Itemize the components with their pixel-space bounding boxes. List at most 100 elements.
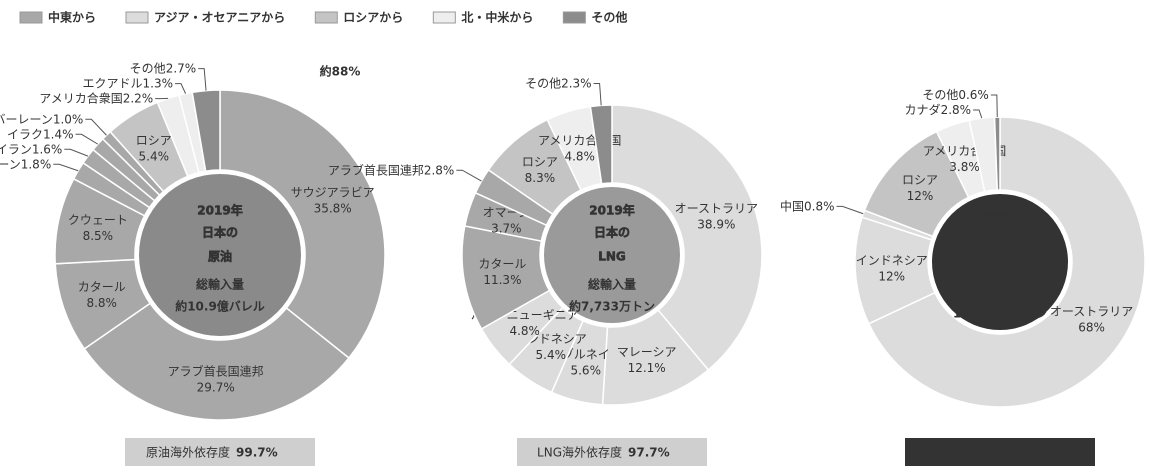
slice-name: カナダ bbox=[905, 102, 941, 117]
footer-label: LNG海外依存度 bbox=[537, 445, 622, 460]
legend-label: アジア・オセアニアから bbox=[154, 11, 285, 25]
footer-label: 原油海外依存度 bbox=[146, 445, 230, 460]
slice-value: 0.8% bbox=[804, 199, 835, 213]
center-text: 総輸入量 bbox=[196, 277, 244, 292]
slice-label: イラク1.4% bbox=[7, 127, 74, 141]
footer-value: 99.5% bbox=[1016, 446, 1058, 460]
slice-label: その他2.3% bbox=[525, 76, 592, 90]
legend-label: その他 bbox=[591, 10, 627, 25]
slice-name: カタール bbox=[478, 257, 526, 271]
slice-name: オーストラリア bbox=[1050, 305, 1133, 319]
slice-name: オーストラリア bbox=[675, 202, 758, 216]
slice-value: 12% bbox=[907, 189, 934, 203]
slice-value: 1.4% bbox=[43, 127, 74, 141]
slice-name: イラク bbox=[7, 127, 43, 141]
slice bbox=[993, 116, 1001, 191]
legend-swatch bbox=[562, 11, 586, 24]
slice-name: インドネシア bbox=[856, 253, 928, 267]
slice bbox=[191, 89, 221, 173]
slice-value: 8.5% bbox=[83, 229, 114, 243]
legend-swatch bbox=[314, 11, 338, 24]
slice bbox=[83, 302, 350, 421]
slice-value: 1.3% bbox=[143, 76, 174, 90]
slice-label: その他0.6% bbox=[922, 88, 989, 102]
slice-value: 2.3% bbox=[561, 76, 592, 90]
center-text: 日本の bbox=[982, 232, 1018, 247]
slice bbox=[589, 104, 613, 185]
footer-value: 99.7% bbox=[236, 446, 278, 460]
leader-line bbox=[836, 205, 864, 215]
center-text: 2019年 bbox=[977, 210, 1022, 225]
slice-value: 12% bbox=[878, 269, 905, 283]
leader-line bbox=[973, 109, 983, 119]
slice-name: バーレーン bbox=[0, 112, 53, 126]
slice-label: イラン1.6% bbox=[0, 142, 62, 156]
center-disc bbox=[544, 187, 680, 323]
center-text: 約10.9億バレル bbox=[175, 299, 265, 314]
slice-value: 35.8% bbox=[314, 201, 352, 215]
slice-value: 2.8% bbox=[424, 163, 455, 177]
center-text: 日本の bbox=[202, 225, 238, 240]
legend-label: ロシアから bbox=[343, 11, 403, 25]
center-text: 1億1,092万トン bbox=[953, 306, 1047, 321]
legend-swatch bbox=[19, 11, 43, 24]
slice-name: その他 bbox=[525, 76, 561, 90]
slice-value: 68% bbox=[1078, 321, 1105, 335]
slice bbox=[219, 89, 386, 360]
slice-value: 1.6% bbox=[32, 142, 63, 156]
slice-name: オマーン bbox=[0, 157, 21, 171]
center-text: 2019年 bbox=[589, 203, 634, 218]
annotation: 約88% bbox=[320, 64, 361, 79]
slice-label: アメリカ合衆国2.2% bbox=[39, 90, 153, 105]
legend-label: 北・中米から bbox=[461, 10, 533, 25]
footer-label: 石炭海外依存度 bbox=[926, 445, 1010, 460]
footer-badge bbox=[905, 438, 1095, 466]
slice-name: ロシア bbox=[522, 155, 558, 169]
slice-name: カタール bbox=[78, 280, 126, 294]
center-text: 原油 bbox=[208, 249, 232, 264]
leader-line bbox=[53, 163, 79, 172]
slice-value: 2.2% bbox=[123, 91, 154, 105]
slice-label: アラブ首長国連邦2.8% bbox=[328, 162, 455, 177]
leader-line bbox=[198, 68, 207, 91]
slice-name: アメリカ合衆国 bbox=[39, 90, 122, 105]
slice-name: ブルネイ bbox=[562, 346, 610, 361]
slice bbox=[611, 104, 763, 372]
slice-name: サウジアラビア bbox=[291, 185, 375, 199]
leader-line bbox=[593, 82, 602, 106]
slice-value: 38.9% bbox=[697, 218, 735, 232]
slice-name: エクアドル bbox=[82, 76, 142, 90]
footer-badge bbox=[125, 438, 315, 466]
slice-value: 1.8% bbox=[21, 157, 52, 171]
slice-name: ロシア bbox=[902, 173, 938, 187]
slice-value: 12.1% bbox=[628, 361, 666, 375]
leader-line bbox=[75, 133, 99, 145]
center-text: 石炭 bbox=[987, 256, 1012, 271]
slice-value: 29.7% bbox=[197, 380, 235, 394]
leader-line bbox=[456, 169, 482, 182]
slice-value: 3.8% bbox=[949, 160, 980, 174]
legend-swatch bbox=[432, 11, 456, 24]
slice-label: エクアドル1.3% bbox=[82, 76, 173, 90]
leader-line bbox=[64, 148, 89, 157]
leader-line bbox=[85, 118, 107, 136]
footer-value: 97.7% bbox=[628, 446, 670, 460]
slice-value: 5.6% bbox=[570, 363, 601, 377]
slice-name: アラブ首長国連邦 bbox=[328, 162, 424, 177]
slice-name: マレーシア bbox=[617, 345, 677, 359]
slice-name: アラブ首長国連邦 bbox=[168, 363, 264, 378]
center-text: LNG bbox=[598, 250, 626, 264]
slice-value: 4.8% bbox=[564, 149, 595, 163]
slice-name: その他 bbox=[130, 61, 166, 75]
leader-line bbox=[990, 94, 998, 118]
slice-label: オマーン1.8% bbox=[0, 157, 51, 171]
slice-name: 中国 bbox=[780, 198, 804, 213]
slice-value: 0.6% bbox=[958, 88, 989, 102]
slice-name: イラン bbox=[0, 142, 32, 156]
slice-label: バーレーン1.0% bbox=[0, 112, 83, 126]
center-text: 日本の bbox=[594, 225, 630, 240]
slice-value: 4.8% bbox=[509, 324, 540, 338]
slice-value: 3.7% bbox=[491, 222, 522, 236]
slice-value: 8.8% bbox=[86, 296, 117, 310]
